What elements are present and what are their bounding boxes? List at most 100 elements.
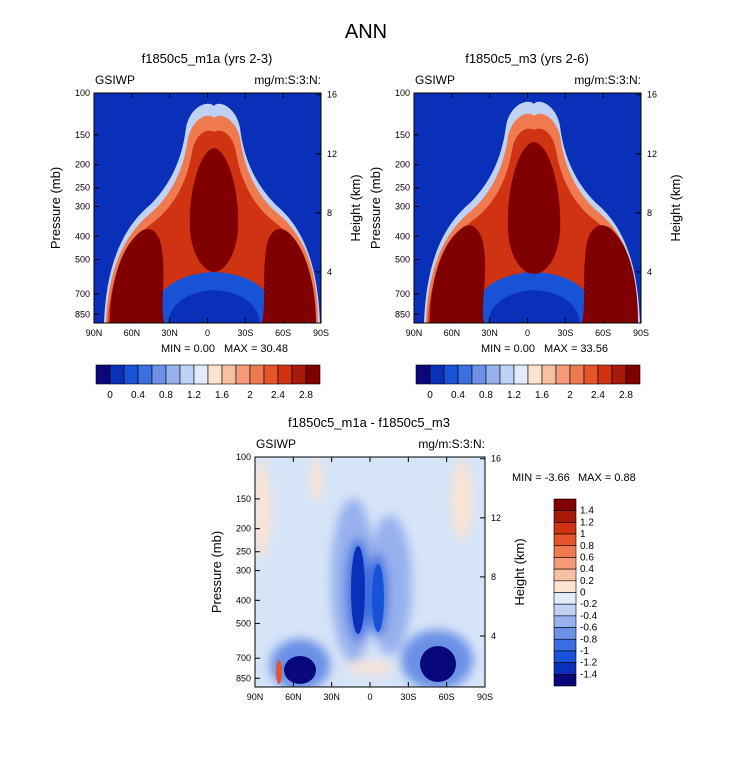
colorbar-swatch xyxy=(553,510,577,523)
colorbar-swatch xyxy=(95,364,111,385)
low-center-core xyxy=(488,290,580,323)
y-tick-label: 500 xyxy=(236,618,251,628)
x-tick-label: 60N xyxy=(444,328,461,338)
y2-tick-label: 8 xyxy=(491,572,496,582)
colorbar-swatch xyxy=(457,364,473,385)
colorbar-label: -1.2 xyxy=(580,658,598,669)
x-tick-label: 60N xyxy=(285,692,302,702)
y-tick-label: 150 xyxy=(395,130,410,140)
field-negative-cores xyxy=(372,564,384,632)
colorbar-label: -1.4 xyxy=(580,669,598,680)
x-tick-label: 90S xyxy=(477,692,493,702)
x-tick-label: 30S xyxy=(557,328,573,338)
x-tick-label: 90N xyxy=(406,328,423,338)
y2-tick-label: 12 xyxy=(647,149,657,159)
colorbar-label: -1 xyxy=(580,646,589,657)
colorbar-swatch xyxy=(611,364,627,385)
y-tick-label: 500 xyxy=(395,254,410,264)
colorbar: 0 0.4 0.8 1.2 1.6 2 2.4 2.8 xyxy=(415,364,641,401)
colorbar-swatch xyxy=(305,364,321,385)
colorbar-swatch xyxy=(527,364,543,385)
colorbar-label: 0.4 xyxy=(131,390,145,401)
x-tick-label: 0 xyxy=(205,328,210,338)
x-tick-label: 90N xyxy=(247,692,264,702)
field-positive-patches xyxy=(346,662,394,674)
colorbar-label: 2 xyxy=(247,390,253,401)
y-axis-title: Pressure (mb) xyxy=(48,167,63,249)
y-tick-label: 250 xyxy=(236,547,251,557)
colorbar-swatch xyxy=(193,364,209,385)
y-axis-title: Pressure (mb) xyxy=(368,167,383,249)
y-tick-label: 100 xyxy=(236,452,251,462)
colorbar-swatch xyxy=(553,580,577,593)
colorbar-swatch xyxy=(553,627,577,640)
x-tick-label: 60S xyxy=(439,692,455,702)
y-tick-label: 500 xyxy=(75,254,90,264)
colorbar-swatch xyxy=(137,364,153,385)
colorbar-swatch xyxy=(625,364,641,385)
colorbar-label: 0 xyxy=(580,588,586,599)
variable-label: GSIWP xyxy=(415,73,455,87)
colorbar-label: 1.2 xyxy=(187,390,201,401)
y2-axis-title: Height (km) xyxy=(348,174,363,241)
colorbar-swatch xyxy=(151,364,167,385)
variable-label: GSIWP xyxy=(95,73,135,87)
y-tick-label: 400 xyxy=(395,231,410,241)
y-tick-label: 300 xyxy=(75,202,90,212)
colorbar-swatch xyxy=(109,364,125,385)
figure-title: ANN xyxy=(345,21,387,43)
y-tick-label: 200 xyxy=(236,524,251,534)
variable-label: GSIWP xyxy=(256,437,296,451)
colorbar-swatch xyxy=(165,364,181,385)
x-tick-label: 30N xyxy=(481,328,498,338)
colorbar-swatch xyxy=(553,674,577,687)
colorbar-label: 0.4 xyxy=(451,390,465,401)
colorbar-swatch xyxy=(553,533,577,547)
colorbar-swatch xyxy=(277,364,293,385)
colorbar-label: 1.2 xyxy=(507,390,521,401)
colorbar-label: 1.2 xyxy=(580,517,594,528)
y2-tick-label: 16 xyxy=(491,454,501,464)
panel-title: f1850c5_m3 (yrs 2-6) xyxy=(465,51,589,66)
colorbar-swatch xyxy=(553,568,577,582)
max-label: MAX = 0.88 xyxy=(578,472,636,484)
max-core-nh xyxy=(430,225,486,323)
axes: 90N 60N 30N 0 30S 60S 90S 100 150 200 250 300 400 500… xyxy=(48,88,363,338)
y-axis-title: Pressure (mb) xyxy=(209,531,224,613)
x-tick-label: 60S xyxy=(275,328,291,338)
y-tick-label: 150 xyxy=(75,130,90,140)
colorbar-label: -0.6 xyxy=(580,623,598,634)
colorbar-swatch xyxy=(553,650,577,663)
colorbar-label: 1.4 xyxy=(580,506,594,517)
field-negative-cores xyxy=(420,646,456,682)
y2-tick-label: 16 xyxy=(327,90,337,100)
colorbar-label: 0.4 xyxy=(580,564,594,575)
colorbar-swatch xyxy=(207,364,223,385)
y2-tick-label: 8 xyxy=(647,208,652,218)
y-tick-label: 400 xyxy=(75,231,90,241)
field-positive-patches xyxy=(276,660,282,684)
colorbar-label: 0.6 xyxy=(580,552,594,563)
colorbar-swatch xyxy=(263,364,279,385)
x-tick-label: 30S xyxy=(237,328,253,338)
units-label: mg/m:S:3:N: xyxy=(254,73,321,87)
colorbar-swatch xyxy=(179,364,195,385)
x-tick-label: 60N xyxy=(124,328,141,338)
y-tick-label: 850 xyxy=(75,309,90,319)
colorbar-swatch xyxy=(553,522,577,535)
colorbar-swatch xyxy=(553,557,577,570)
axes: 90N 60N 30N 0 30S 60S 90S 100 150 200 250 300 400 500… xyxy=(209,452,527,702)
units-label: mg/m:S:3:N: xyxy=(418,437,485,451)
colorbar-swatch xyxy=(249,364,265,385)
colorbar-label: 2.4 xyxy=(271,390,285,401)
x-tick-label: 30N xyxy=(161,328,178,338)
min-label: MIN = 0.00 xyxy=(161,343,215,355)
colorbar-label: 2.4 xyxy=(591,390,605,401)
colorbar-swatch xyxy=(553,603,577,617)
colorbar-swatch xyxy=(513,364,529,385)
colorbar-label: -0.8 xyxy=(580,634,598,645)
colorbar-label: 2.8 xyxy=(299,390,313,401)
contour-field xyxy=(414,93,641,323)
colorbar-swatch xyxy=(553,545,577,558)
colorbar-label: 0.2 xyxy=(580,576,594,587)
